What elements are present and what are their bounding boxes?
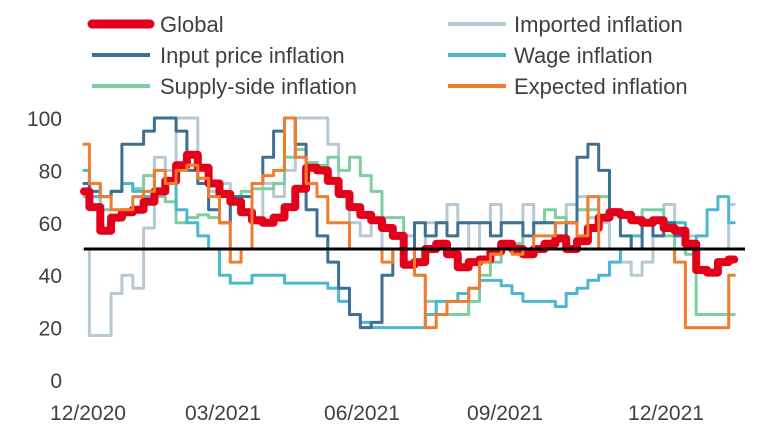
legend-item-imported-inflation: Imported inflation — [448, 12, 683, 37]
x-tick-label-09-2021: 09/2021 — [467, 402, 543, 425]
legend-item-wage-inflation: Wage inflation — [448, 43, 653, 68]
legend-item-input-price-inflation: Input price inflation — [92, 43, 345, 68]
legend: Global Imported inflation Input price in… — [87, 12, 688, 99]
legend-label-global: Global — [160, 12, 224, 37]
series-line-supply-side-inflation — [82, 147, 736, 316]
series-line-imported-inflation — [82, 116, 736, 337]
legend-label-input-price-inflation: Input price inflation — [160, 43, 345, 68]
x-tick-label-06-2021: 06/2021 — [324, 402, 400, 425]
y-tick-label-80: 80 — [39, 160, 62, 183]
y-tick-label-20: 20 — [39, 318, 62, 341]
legend-label-expected-inflation: Expected inflation — [514, 74, 688, 99]
x-axis: 12/2020 03/2021 06/2021 09/2021 12/2021 — [50, 402, 704, 425]
legend-item-global: Global — [87, 12, 224, 37]
x-tick-label-12-2021: 12/2021 — [628, 402, 704, 425]
series-group — [80, 116, 739, 337]
series-line-global — [80, 150, 739, 277]
y-tick-label-40: 40 — [39, 265, 62, 288]
legend-label-imported-inflation: Imported inflation — [514, 12, 683, 37]
legend-label-supply-side-inflation: Supply-side inflation — [160, 74, 357, 99]
y-tick-label-100: 100 — [27, 108, 62, 131]
legend-item-supply-side-inflation: Supply-side inflation — [92, 74, 357, 99]
x-tick-label-12-2020: 12/2020 — [50, 402, 126, 425]
legend-label-wage-inflation: Wage inflation — [514, 43, 653, 68]
y-tick-label-0: 0 — [50, 370, 62, 393]
legend-item-expected-inflation: Expected inflation — [448, 74, 688, 99]
y-tick-label-60: 60 — [39, 213, 62, 236]
x-tick-label-03-2021: 03/2021 — [185, 402, 261, 425]
y-axis: 0 20 40 60 80 100 — [27, 108, 62, 393]
